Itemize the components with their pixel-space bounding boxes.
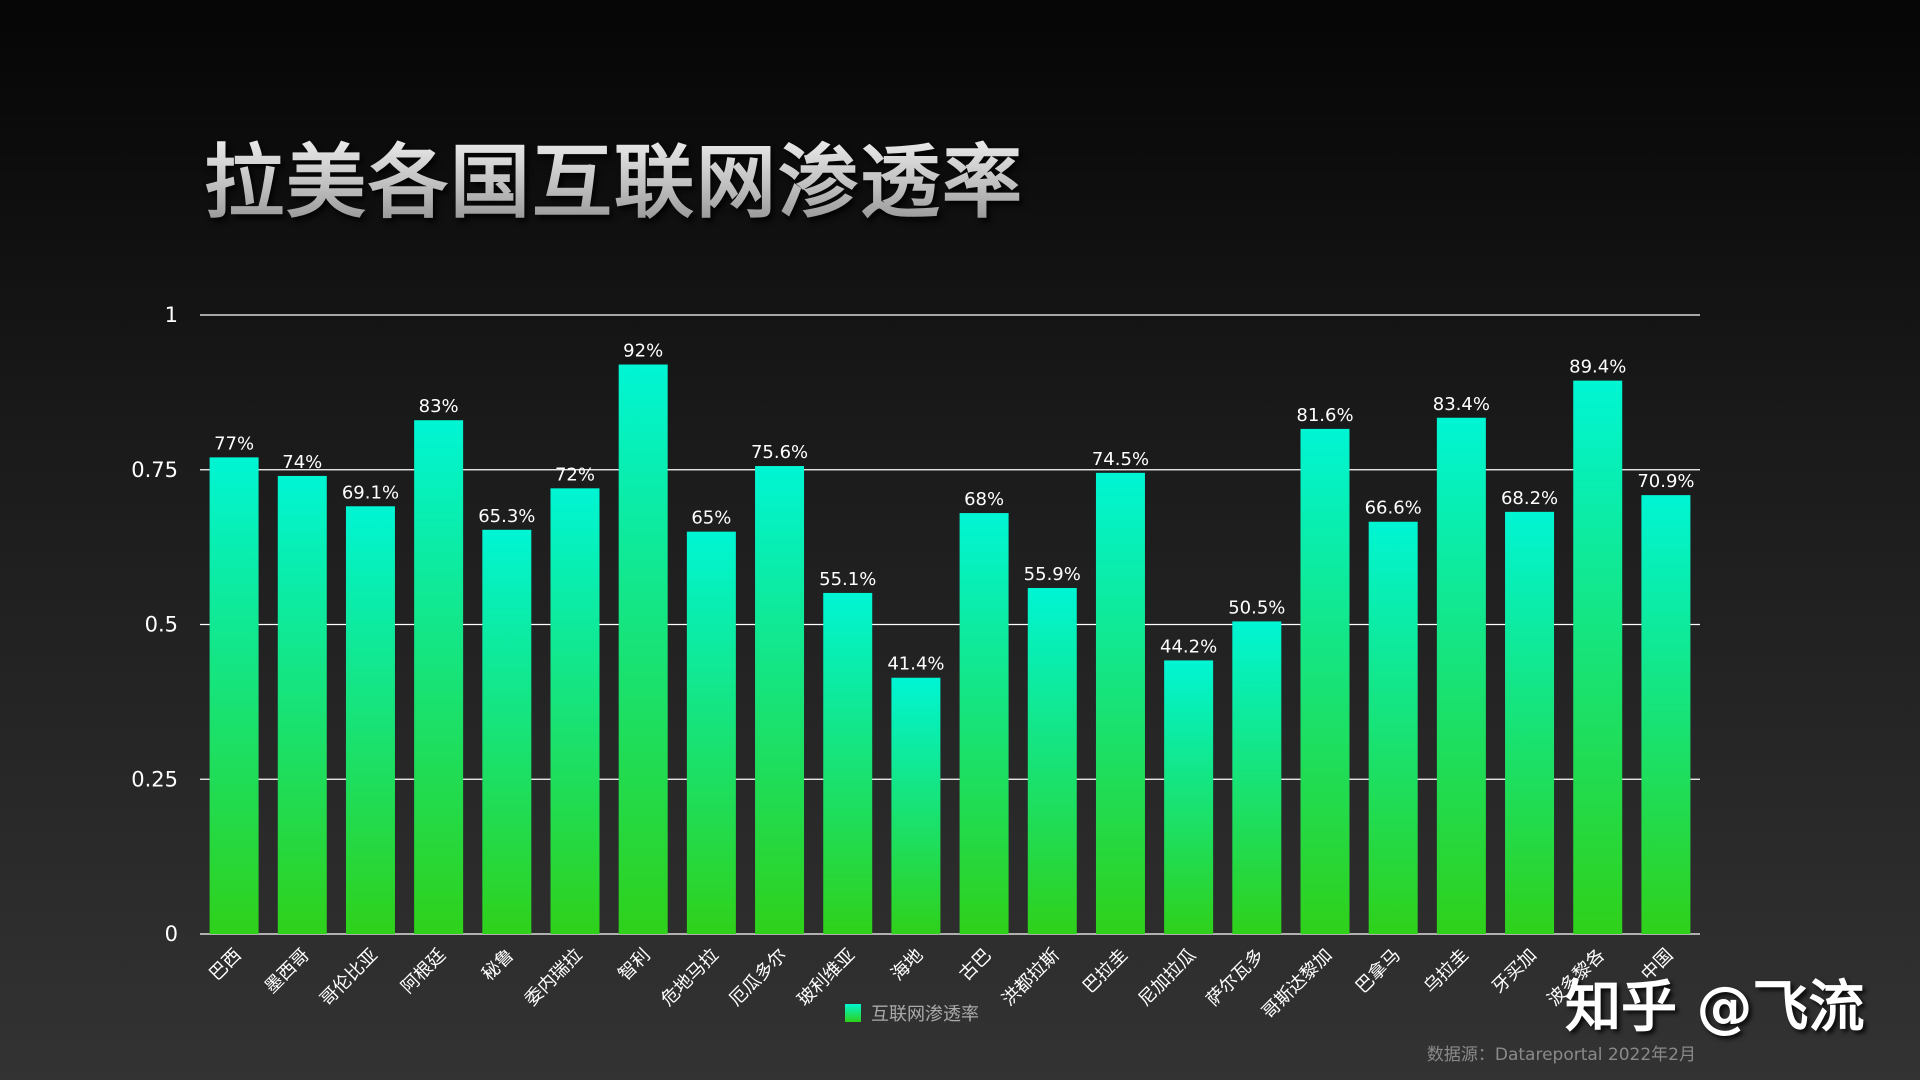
data-label: 44.2% — [1160, 636, 1217, 657]
y-tick-label: 1 — [165, 303, 178, 327]
data-label: 41.4% — [887, 654, 944, 675]
bar — [1573, 380, 1623, 934]
x-tick-label: 哥伦比亚 — [316, 945, 382, 1011]
x-tick-label: 古巴 — [955, 945, 995, 985]
bar — [618, 364, 668, 934]
bar — [1095, 472, 1145, 934]
x-tick-label: 厄瓜多尔 — [725, 945, 791, 1011]
data-label: 81.6% — [1296, 405, 1353, 426]
x-tick-label: 哥斯达黎加 — [1258, 945, 1336, 1023]
y-tick-label: 0.5 — [145, 613, 178, 637]
data-label: 83.4% — [1433, 394, 1490, 415]
bar — [1300, 428, 1350, 934]
source-note: 数据源：Datareportal 2022年2月 — [1426, 1045, 1696, 1065]
data-label: 74.5% — [1092, 449, 1149, 470]
bar — [1641, 495, 1691, 934]
bar — [1505, 511, 1555, 934]
data-label: 55.9% — [1024, 564, 1081, 585]
x-tick-label: 萨尔瓦多 — [1203, 945, 1269, 1011]
bar — [209, 457, 259, 934]
bar — [959, 513, 1009, 934]
x-tick-label: 巴拉圭 — [1079, 945, 1132, 998]
x-tick-label: 智利 — [614, 945, 654, 985]
chart-title: 拉美各国互联网渗透率 — [204, 118, 1024, 234]
data-label: 68% — [964, 489, 1004, 510]
y-tick-label: 0 — [165, 922, 178, 946]
x-tick-label: 牙买加 — [1488, 945, 1541, 998]
x-tick-label: 委内瑞拉 — [521, 945, 587, 1011]
x-tick-label: 墨西哥 — [261, 945, 314, 998]
y-tick-label: 0.25 — [131, 767, 178, 791]
bar — [891, 677, 941, 934]
bar — [414, 420, 464, 935]
legend-label: 互联网渗透率 — [871, 1004, 979, 1025]
x-tick-label: 海地 — [887, 945, 927, 985]
data-label: 69.1% — [342, 482, 399, 503]
bar — [823, 592, 873, 934]
x-tick-label: 乌拉圭 — [1420, 945, 1473, 998]
bar — [345, 506, 395, 934]
legend-swatch — [845, 1004, 861, 1022]
bar — [1027, 587, 1077, 934]
data-label: 55.1% — [819, 569, 876, 590]
data-label: 77% — [214, 433, 254, 454]
data-label: 74% — [282, 452, 322, 473]
data-label: 50.5% — [1228, 597, 1285, 618]
x-tick-label: 巴西 — [205, 945, 245, 985]
data-label: 70.9% — [1637, 471, 1694, 492]
x-tick-label: 洪都拉斯 — [998, 945, 1064, 1011]
data-label: 83% — [419, 396, 459, 417]
bar — [755, 466, 805, 934]
data-label: 89.4% — [1569, 357, 1626, 378]
x-tick-label: 巴拿马 — [1351, 944, 1405, 998]
bar — [482, 529, 532, 934]
x-tick-label: 阿根廷 — [397, 945, 450, 998]
bar — [1164, 660, 1214, 934]
x-tick-label: 秘鲁 — [478, 945, 518, 985]
data-label: 68.2% — [1501, 488, 1558, 509]
bar — [277, 475, 327, 934]
data-label: 75.6% — [751, 442, 808, 463]
watermark: 知乎 @飞流 — [1565, 975, 1865, 1040]
bar — [550, 488, 600, 934]
bar — [1368, 521, 1418, 934]
bar — [1436, 417, 1486, 934]
y-tick-label: 0.75 — [131, 458, 178, 482]
x-tick-label: 尼加拉瓜 — [1134, 945, 1200, 1011]
data-label: 72% — [555, 464, 595, 485]
bar — [1232, 621, 1282, 934]
bar — [686, 531, 736, 934]
data-label: 92% — [623, 341, 663, 362]
x-tick-label: 危地马拉 — [657, 945, 723, 1011]
data-label: 65.3% — [478, 506, 535, 527]
data-label: 66.6% — [1365, 498, 1422, 519]
data-label: 65% — [691, 508, 731, 529]
legend: 互联网渗透率 — [845, 1000, 979, 1026]
